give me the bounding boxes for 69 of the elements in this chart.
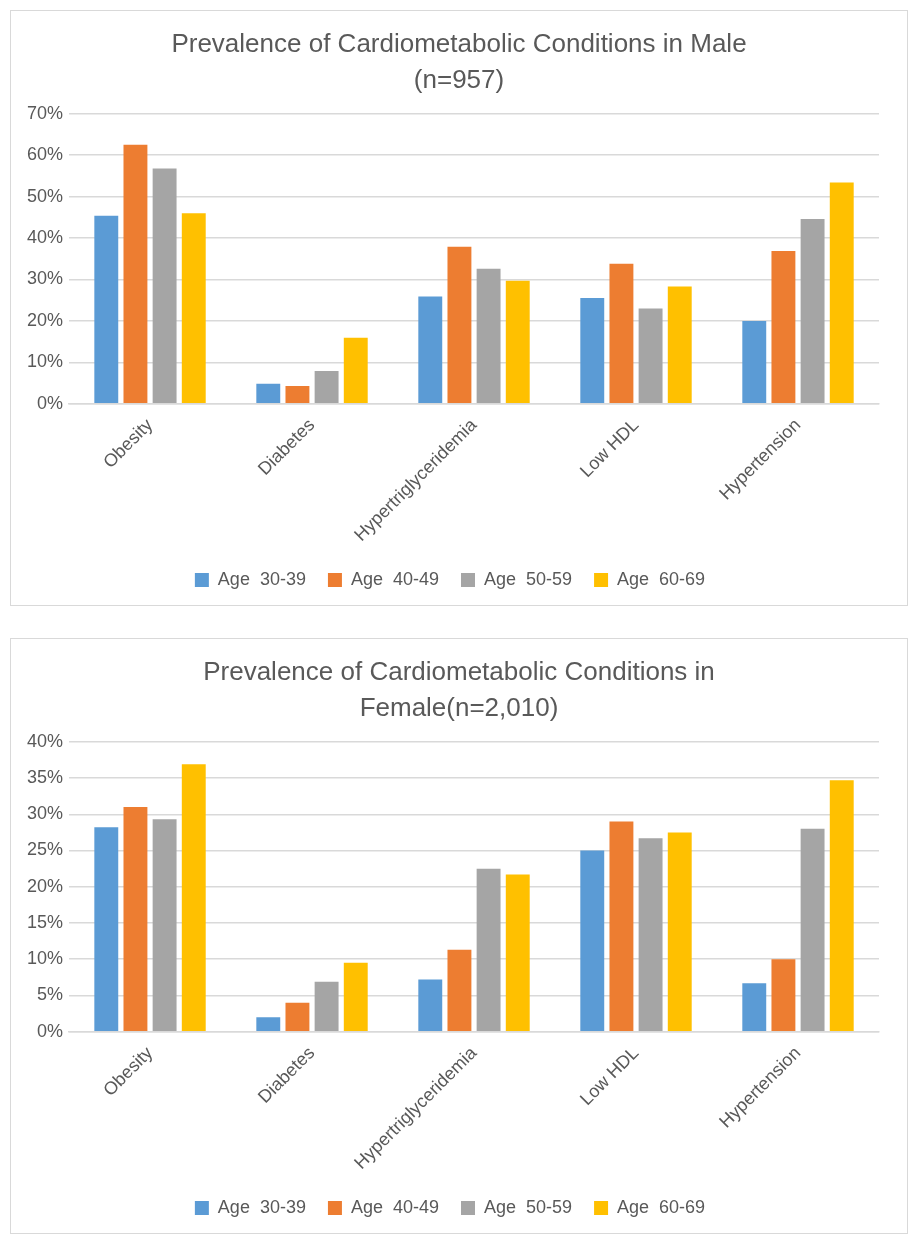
y-tick-label: 70% [27, 102, 64, 123]
bar [505, 874, 530, 1031]
legend-label: Age 50-59 [484, 1196, 573, 1217]
bar [152, 819, 177, 1031]
bar [94, 215, 119, 403]
bar [800, 219, 825, 403]
chart-title: Prevalence of Cardiometabolic Conditions in Female(n=2,010) [202, 655, 716, 724]
bar [123, 807, 148, 1031]
y-tick-label: 30% [27, 803, 64, 824]
bar [800, 828, 825, 1031]
bar [314, 981, 339, 1031]
bar [476, 868, 501, 1031]
bar [609, 821, 634, 1031]
bar [505, 280, 530, 403]
bar [447, 246, 472, 403]
y-tick-label: 10% [27, 948, 64, 969]
bar [123, 144, 148, 403]
y-tick-label: 15% [27, 911, 64, 932]
bar [742, 983, 767, 1031]
bar [256, 383, 281, 403]
legend-label: Age 60-69 [617, 568, 706, 589]
y-tick-label: 5% [37, 984, 64, 1005]
y-tick-label: 50% [27, 185, 64, 206]
bar [256, 1017, 281, 1031]
bar [285, 385, 310, 403]
bar [181, 764, 206, 1031]
y-tick-label: 35% [27, 767, 64, 788]
legend-label: Age 60-69 [617, 1196, 706, 1217]
y-tick-label: 0% [37, 1020, 64, 1041]
bar [447, 949, 472, 1031]
bar [742, 320, 767, 403]
bar [580, 850, 605, 1031]
bar [829, 182, 854, 403]
y-tick-label: 40% [27, 227, 64, 248]
bar [152, 168, 177, 403]
bar [343, 337, 368, 403]
bar [418, 979, 443, 1031]
bar [638, 308, 663, 403]
bar [609, 263, 634, 403]
y-tick-label: 40% [27, 730, 64, 751]
chart-title: Prevalence of Cardiometabolic Conditions in Male (n=957) [170, 27, 748, 96]
bar [667, 286, 692, 403]
bar [580, 298, 605, 403]
legend-label: Age 30-39 [217, 568, 306, 589]
legend-label: Age 40-49 [350, 568, 440, 589]
bar [829, 780, 854, 1031]
y-tick-label: 0% [37, 392, 64, 413]
y-tick-label: 20% [27, 875, 64, 896]
bar [314, 371, 339, 403]
legend-label: Age 40-49 [350, 1196, 440, 1217]
bar [771, 959, 796, 1031]
bar [94, 827, 119, 1031]
bar [476, 268, 501, 403]
y-tick-label: 20% [27, 309, 64, 330]
legend-label: Age 50-59 [484, 568, 573, 589]
bar [181, 213, 206, 403]
bar [638, 838, 663, 1031]
y-tick-label: 10% [27, 351, 64, 372]
x-tick-label: Low HDL [575, 1042, 643, 1110]
x-tick-label: Low HDL [575, 414, 643, 482]
bar [418, 296, 443, 403]
bar [667, 832, 692, 1031]
bar [771, 250, 796, 403]
y-tick-label: 25% [27, 839, 64, 860]
bar [343, 962, 368, 1031]
y-tick-label: 30% [27, 268, 64, 289]
legend-label: Age 30-39 [217, 1196, 306, 1217]
y-tick-label: 60% [27, 144, 64, 165]
bar [285, 1002, 310, 1031]
